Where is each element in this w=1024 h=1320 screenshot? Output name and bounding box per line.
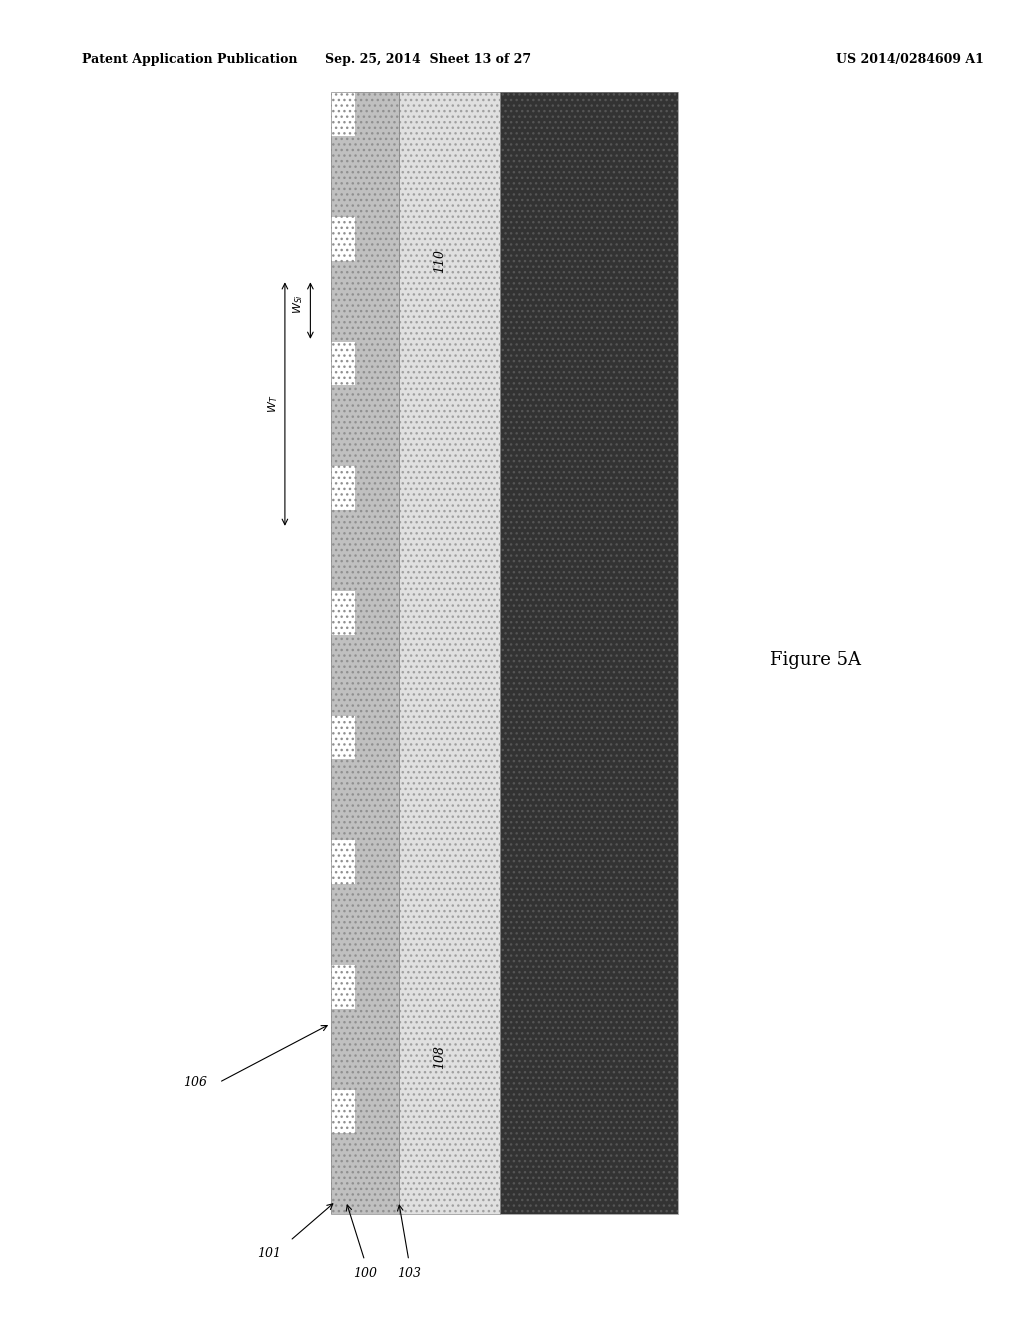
Text: 108: 108 xyxy=(433,1045,445,1069)
Text: US 2014/0284609 A1: US 2014/0284609 A1 xyxy=(836,53,983,66)
FancyBboxPatch shape xyxy=(354,466,398,510)
Bar xyxy=(331,92,398,1214)
FancyBboxPatch shape xyxy=(354,591,398,635)
FancyBboxPatch shape xyxy=(331,136,398,216)
FancyBboxPatch shape xyxy=(331,342,354,385)
FancyBboxPatch shape xyxy=(331,965,354,1008)
Text: 110: 110 xyxy=(433,248,445,273)
FancyBboxPatch shape xyxy=(331,591,354,635)
Text: 100: 100 xyxy=(352,1267,377,1280)
Text: 101: 101 xyxy=(258,1247,282,1261)
Bar xyxy=(398,92,501,1214)
FancyBboxPatch shape xyxy=(354,342,398,385)
Bar xyxy=(501,92,678,1214)
FancyBboxPatch shape xyxy=(331,715,354,759)
FancyBboxPatch shape xyxy=(331,260,398,342)
Bar xyxy=(331,92,398,1214)
FancyBboxPatch shape xyxy=(331,635,398,715)
FancyBboxPatch shape xyxy=(331,385,398,466)
Text: 106: 106 xyxy=(183,1076,208,1089)
Text: Figure 5A: Figure 5A xyxy=(770,651,861,669)
Text: $W_T$: $W_T$ xyxy=(266,395,280,413)
FancyBboxPatch shape xyxy=(331,1008,398,1090)
FancyBboxPatch shape xyxy=(331,1134,398,1214)
FancyBboxPatch shape xyxy=(331,466,354,510)
FancyBboxPatch shape xyxy=(354,841,398,884)
Text: $W_{Si}$: $W_{Si}$ xyxy=(292,294,305,314)
Text: Patent Application Publication: Patent Application Publication xyxy=(82,53,297,66)
Text: 103: 103 xyxy=(397,1267,421,1280)
FancyBboxPatch shape xyxy=(331,92,398,1214)
FancyBboxPatch shape xyxy=(331,884,398,965)
Bar xyxy=(398,92,501,1214)
FancyBboxPatch shape xyxy=(331,1090,354,1134)
FancyBboxPatch shape xyxy=(354,715,398,759)
FancyBboxPatch shape xyxy=(331,841,354,884)
Text: Sep. 25, 2014  Sheet 13 of 27: Sep. 25, 2014 Sheet 13 of 27 xyxy=(325,53,531,66)
FancyBboxPatch shape xyxy=(331,216,354,260)
FancyBboxPatch shape xyxy=(354,216,398,260)
Bar xyxy=(501,92,678,1214)
FancyBboxPatch shape xyxy=(354,92,398,136)
FancyBboxPatch shape xyxy=(331,759,398,841)
FancyBboxPatch shape xyxy=(354,965,398,1008)
FancyBboxPatch shape xyxy=(354,1090,398,1134)
FancyBboxPatch shape xyxy=(331,510,398,591)
FancyBboxPatch shape xyxy=(331,92,354,136)
FancyBboxPatch shape xyxy=(501,92,678,1214)
FancyBboxPatch shape xyxy=(398,92,501,1214)
